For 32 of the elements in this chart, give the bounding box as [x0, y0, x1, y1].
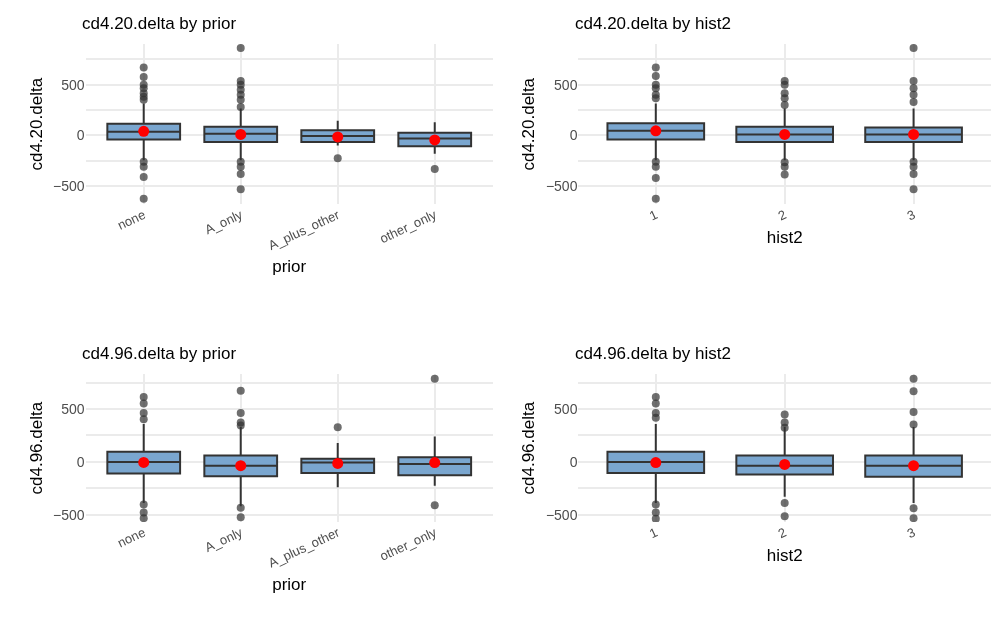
chart-title: cd4.20.delta by hist2 — [575, 14, 731, 33]
y-axis-title: cd4.96.delta — [26, 401, 46, 495]
x-axis-title: hist2 — [766, 227, 803, 247]
chart-title: cd4.96.delta by hist2 — [575, 344, 731, 363]
x-tick-label: none — [115, 206, 148, 233]
y-axis-title: cd4.20.delta — [519, 77, 539, 171]
y-tick-label: 0 — [76, 127, 85, 144]
x-tick-label: 2 — [775, 524, 789, 542]
y-tick-label: 500 — [61, 400, 85, 417]
x-tick-label: 1 — [646, 524, 660, 542]
y-tick-label: 0 — [76, 453, 85, 470]
x-axis-title: prior — [272, 257, 307, 277]
x-tick-label: 3 — [904, 206, 918, 224]
y-tick-label: 500 — [554, 400, 578, 417]
y-tick-label: −500 — [545, 506, 578, 523]
x-tick-label: 2 — [775, 206, 789, 224]
y-tick-label: 0 — [569, 127, 578, 144]
y-tick-label: 500 — [61, 76, 85, 93]
chart-title: cd4.20.delta by prior — [82, 14, 237, 33]
x-tick-label: none — [115, 524, 148, 551]
y-tick-label: −500 — [545, 178, 578, 195]
x-tick-label: 1 — [646, 206, 660, 224]
x-axis-title: prior — [272, 574, 307, 594]
chart-title: cd4.96.delta by prior — [82, 344, 237, 363]
y-axis-title: cd4.96.delta — [519, 401, 539, 495]
y-tick-label: −500 — [52, 178, 85, 195]
y-axis-title: cd4.20.delta — [26, 77, 46, 171]
y-tick-label: 0 — [569, 453, 578, 470]
x-axis-title: hist2 — [766, 545, 803, 565]
y-tick-label: 500 — [554, 76, 578, 93]
y-tick-label: −500 — [52, 506, 85, 523]
x-tick-label: 3 — [904, 524, 918, 542]
